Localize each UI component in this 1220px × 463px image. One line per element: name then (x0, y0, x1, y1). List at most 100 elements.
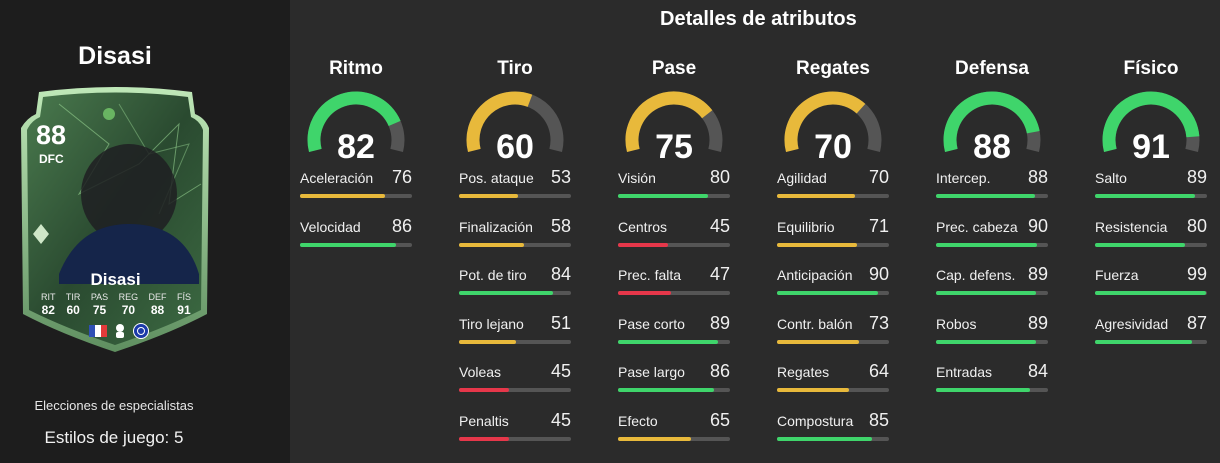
playstyles-count[interactable]: Estilos de juego: 5 (44, 428, 184, 447)
stat-bar-track (777, 436, 889, 441)
stat-value: 47 (709, 264, 730, 285)
stat-label: Prec. cabeza (936, 218, 1018, 235)
stat-bar-track (936, 242, 1048, 247)
stat-row: Prec. falta 47 (618, 263, 730, 312)
france-flag-icon (89, 325, 107, 337)
stat-row: Regates 64 (777, 360, 889, 409)
stat-value: 84 (1027, 361, 1048, 382)
category-value: 75 (655, 128, 693, 166)
stat-label: Agilidad (777, 170, 827, 186)
stat-bar-fill (777, 194, 856, 198)
stat-bar-track (777, 339, 889, 344)
stat-value: 64 (868, 361, 889, 382)
stat-value: 90 (868, 264, 889, 285)
stat-row: Intercep. 88 (936, 166, 1048, 215)
category-4: Defensa 88 Intercep. 88 Prec. cabeza 90 Cap. d… (936, 58, 1048, 409)
stat-row: Pot. de tiro 84 (459, 263, 571, 312)
stat-bar-track (1095, 194, 1207, 198)
stat-bar-fill (459, 194, 519, 198)
category-title: Ritmo (329, 58, 383, 79)
stat-row: Fuerza 99 (1095, 263, 1207, 312)
stat-bar-track (459, 436, 571, 441)
stat-row: Pos. ataque 53 (459, 166, 571, 215)
stat-value: 89 (1186, 167, 1207, 187)
stat-bar-fill (936, 194, 1035, 198)
stat-value: 65 (709, 409, 730, 430)
stat-bar-fill (618, 339, 718, 344)
stat-bar-fill (777, 339, 859, 344)
stat-label: Fuerza (1095, 267, 1139, 284)
stat-bar-track (777, 242, 889, 247)
category-gauge: 91 (1095, 84, 1207, 166)
stat-row: Penaltis 45 (459, 409, 571, 458)
card-position: DFC (39, 152, 64, 166)
category-gauge: 88 (936, 84, 1048, 166)
stat-bar-fill (618, 388, 715, 393)
stat-value: 86 (391, 215, 412, 236)
card-stat: TIR 60 (65, 292, 81, 317)
stat-bar-track (459, 242, 571, 247)
stat-row: Aceleración 76 (300, 166, 412, 215)
stat-bar-fill (618, 436, 691, 441)
stat-bar-track (459, 291, 571, 296)
stat-label: Salto (1095, 170, 1127, 186)
stat-bar-track (459, 339, 571, 344)
card-stats: RIT 82 TIR 60 PAS 75 REG 70 DEF 88 FÍS 91 (41, 292, 191, 317)
stat-label: Contr. balón (777, 315, 853, 332)
stat-label: Intercep. (936, 170, 991, 186)
stat-bar-fill (777, 436, 873, 441)
stat-bar-track (936, 194, 1048, 198)
stat-label: Compostura (777, 412, 854, 429)
stat-row: Visión 80 (618, 166, 730, 215)
stat-bar-track (618, 194, 730, 198)
category-title: Pase (651, 58, 697, 79)
stat-bar-fill (777, 242, 857, 247)
stat-label: Tiro lejano (459, 315, 524, 332)
stat-bar-fill (618, 242, 669, 247)
stat-row: Efecto 65 (618, 409, 730, 458)
stat-bar-fill (459, 436, 510, 441)
stat-bar-fill (618, 291, 671, 296)
specialists-label: Elecciones de especialistas (34, 398, 194, 413)
stat-bar-track (1095, 291, 1207, 296)
stat-label: Pase corto (618, 315, 685, 332)
gauge-fill (625, 91, 713, 153)
gauge-fill (307, 91, 401, 153)
stat-row: Entradas 84 (936, 360, 1048, 409)
stat-bar-track (777, 194, 889, 198)
stat-label: Cap. defens. (936, 267, 1016, 284)
stat-bar-track (618, 291, 730, 296)
stat-value: 89 (709, 312, 730, 333)
stat-bar-fill (300, 194, 386, 198)
stat-value: 45 (709, 215, 730, 236)
category-gauge: 60 (459, 84, 571, 166)
stat-row: Centros 45 (618, 215, 730, 264)
category-value: 70 (814, 128, 852, 166)
stat-bar-fill (459, 291, 554, 296)
stat-row: Prec. cabeza 90 (936, 215, 1048, 264)
stat-row: Agresividad 87 (1095, 312, 1207, 361)
stat-value: 85 (868, 409, 889, 430)
stat-bar-track (1095, 339, 1207, 344)
stat-value: 76 (391, 167, 412, 187)
stat-value: 80 (1186, 215, 1207, 236)
category-value: 82 (337, 128, 375, 166)
stat-value: 73 (868, 312, 889, 333)
stat-value: 53 (550, 167, 571, 187)
stat-bar-fill (1095, 291, 1206, 296)
stat-bar-track (936, 339, 1048, 344)
card-rating: 88 (36, 120, 67, 150)
stat-label: Entradas (936, 364, 993, 381)
stat-bar-fill (1095, 339, 1193, 344)
stat-bar-fill (936, 388, 1031, 393)
stat-row: Compostura 85 (777, 409, 889, 458)
player-card[interactable]: 88 DFC Disasi RIT 82 TIR 60 PAS 75 REG 70 DE… (19, 84, 212, 354)
stat-bar-track (618, 388, 730, 393)
stat-row: Pase largo 86 (618, 360, 730, 409)
gauge-fill (943, 91, 1040, 153)
stat-bar-track (936, 388, 1048, 393)
stat-bar-fill (1095, 242, 1185, 247)
stat-row: Resistencia 80 (1095, 215, 1207, 264)
stat-label: Penaltis (459, 412, 509, 429)
stat-bar-track (777, 388, 889, 393)
